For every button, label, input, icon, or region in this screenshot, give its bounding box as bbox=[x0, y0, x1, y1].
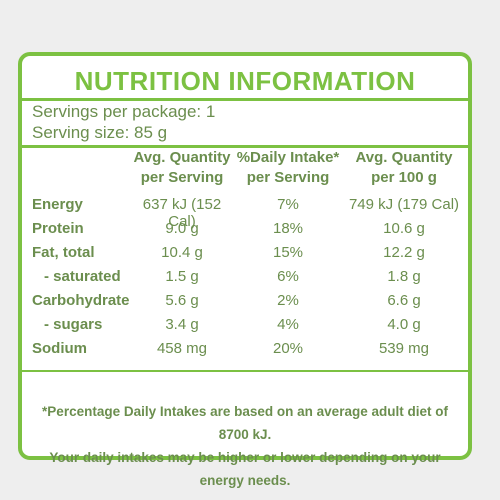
per-serving-value: 5.6 g bbox=[165, 292, 199, 309]
table-row: Fat, total 10.4 g 15% 12.2 g bbox=[22, 244, 468, 268]
daily-intake-value: 2% bbox=[277, 292, 299, 309]
per-serving-value: 1.5 g bbox=[165, 268, 199, 285]
col-header-per-serving-line1: Avg. Quantity bbox=[133, 149, 231, 166]
divider-meta bbox=[22, 145, 468, 148]
panel-title: NUTRITION INFORMATION bbox=[74, 66, 416, 96]
table-row: Sodium 458 mg 20% 539 mg bbox=[22, 340, 468, 364]
footnote: *Percentage Daily Intakes are based on a… bbox=[28, 400, 462, 492]
per-serving-value: 3.4 g bbox=[165, 316, 199, 333]
daily-intake-value: 6% bbox=[277, 268, 299, 285]
daily-intake-value: 18% bbox=[272, 220, 304, 237]
nutrient-name: Energy bbox=[32, 196, 83, 213]
per-100g-value: 749 kJ (179 Cal) bbox=[348, 196, 460, 213]
nutrient-name: - sugars bbox=[44, 316, 103, 333]
serving-size: Serving size: 85 g bbox=[32, 123, 168, 142]
servings-per-package: Servings per package: 1 bbox=[32, 102, 216, 121]
nutrient-name: Fat, total bbox=[32, 244, 95, 261]
daily-intake-value: 7% bbox=[277, 196, 299, 213]
table-row: Carbohydrate 5.6 g 2% 6.6 g bbox=[22, 292, 468, 316]
per-serving-value: 9.0 g bbox=[165, 220, 199, 237]
table-row: - sugars 3.4 g 4% 4.0 g bbox=[22, 316, 468, 340]
daily-intake-value: 4% bbox=[277, 316, 299, 333]
nutrition-panel: NUTRITION INFORMATION Servings per packa… bbox=[18, 52, 472, 488]
per-100g-value: 6.6 g bbox=[387, 292, 421, 309]
footnote-line2: Your daily intakes may be higher or lowe… bbox=[49, 450, 441, 488]
per-100g-value: 1.8 g bbox=[387, 268, 421, 285]
table-row: - saturated 1.5 g 6% 1.8 g bbox=[22, 268, 468, 292]
col-header-per-100g: Avg. Quantity per 100 g bbox=[348, 148, 460, 188]
table-row: Protein 9.0 g 18% 10.6 g bbox=[22, 220, 468, 244]
nutrient-name: Sodium bbox=[32, 340, 87, 357]
col-header-per-100g-line2: per 100 g bbox=[371, 169, 437, 186]
col-header-daily-intake-line1: %Daily Intake* bbox=[236, 149, 340, 166]
per-serving-value: 10.4 g bbox=[161, 244, 203, 261]
daily-intake-value: 20% bbox=[272, 340, 304, 357]
col-header-per-serving: Avg. Quantity per Serving bbox=[130, 148, 234, 188]
per-100g-value: 12.2 g bbox=[383, 244, 425, 261]
col-header-per-serving-line2: per Serving bbox=[140, 169, 224, 186]
table-row: Energy 637 kJ (152 Cal) 7% 749 kJ (179 C… bbox=[22, 196, 468, 230]
col-header-daily-intake: %Daily Intake* per Serving bbox=[236, 148, 340, 188]
per-serving-value: 458 mg bbox=[156, 340, 208, 357]
per-100g-value: 539 mg bbox=[378, 340, 430, 357]
per-100g-value: 10.6 g bbox=[383, 220, 425, 237]
divider-title bbox=[22, 98, 468, 101]
col-header-per-100g-line1: Avg. Quantity bbox=[355, 149, 453, 166]
daily-intake-value: 15% bbox=[272, 244, 304, 261]
col-header-daily-intake-line2: per Serving bbox=[246, 169, 330, 186]
divider-footnote bbox=[22, 370, 468, 372]
nutrient-name: - saturated bbox=[44, 268, 121, 285]
footnote-line1: *Percentage Daily Intakes are based on a… bbox=[42, 404, 448, 442]
per-serving-value: 637 kJ (152 Cal) bbox=[142, 196, 222, 230]
per-100g-value: 4.0 g bbox=[387, 316, 421, 333]
nutrient-name: Protein bbox=[32, 220, 84, 237]
nutrient-name: Carbohydrate bbox=[32, 292, 130, 309]
